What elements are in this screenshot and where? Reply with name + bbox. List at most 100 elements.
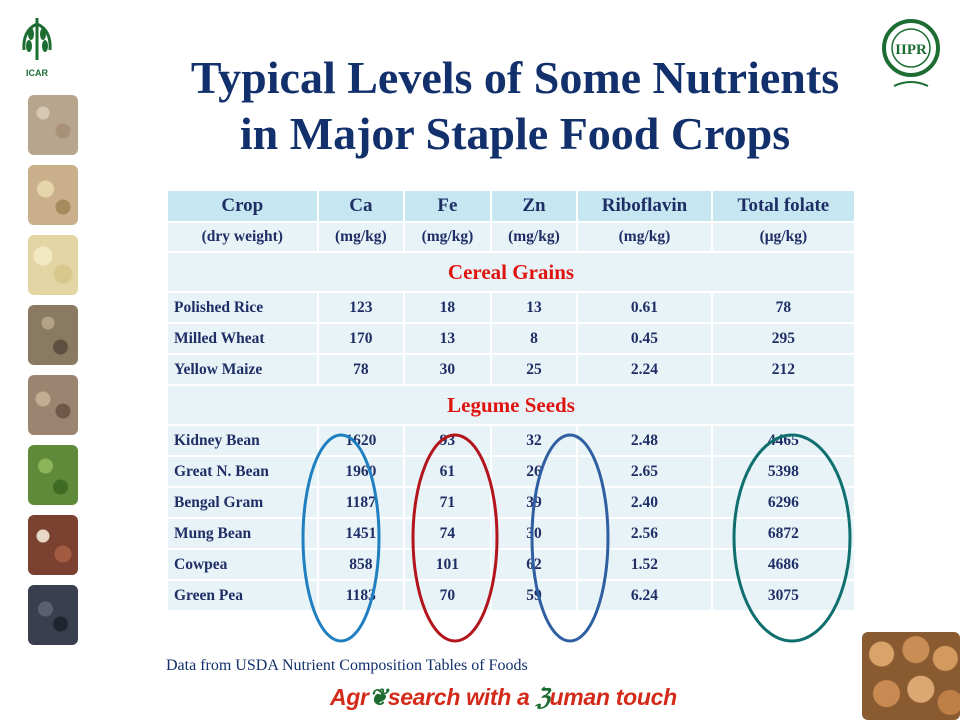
value-total-folate: 4465 — [712, 426, 854, 455]
value-fe: 13 — [405, 324, 490, 353]
seed-image-4 — [28, 305, 78, 365]
value-zn: 39 — [491, 488, 577, 517]
unit-total-folate: (μg/kg) — [712, 223, 854, 251]
leaf-glyph-icon: ❦ — [368, 684, 388, 710]
value-riboflavin: 2.24 — [578, 355, 711, 384]
value-zn: 8 — [491, 324, 577, 353]
value-riboflavin: 2.48 — [578, 426, 711, 455]
value-ca: 170 — [318, 324, 404, 353]
value-riboflavin: 2.56 — [578, 519, 711, 548]
value-ca: 1451 — [318, 519, 404, 548]
value-riboflavin: 0.45 — [578, 324, 711, 353]
slide-title-line-1: Typical Levels of Some Nutrients — [190, 52, 840, 103]
seed-image-8 — [28, 585, 78, 645]
crop-name: Polished Rice — [168, 293, 317, 322]
section-label-legume: Legume Seeds — [168, 386, 854, 424]
value-riboflavin: 2.40 — [578, 488, 711, 517]
value-total-folate: 4686 — [712, 550, 854, 579]
seed-image-5 — [28, 375, 78, 435]
value-riboflavin: 2.65 — [578, 457, 711, 486]
section-label-cereal: Cereal Grains — [168, 253, 854, 291]
slide-title: Typical Levels of Some Nutrients in Majo… — [150, 50, 880, 162]
tagline-part-3: uman touch — [549, 684, 678, 710]
value-zn: 26 — [491, 457, 577, 486]
value-zn: 59 — [491, 581, 577, 610]
value-total-folate: 3075 — [712, 581, 854, 610]
header-fe: Fe — [405, 191, 490, 221]
table-row: Great N. Bean 1960 61 26 2.65 5398 — [168, 457, 854, 486]
table-row: Cowpea 858 101 62 1.52 4686 — [168, 550, 854, 579]
value-fe: 30 — [405, 355, 490, 384]
header-total-folate: Total folate — [712, 191, 854, 221]
value-total-folate: 78 — [712, 293, 854, 322]
value-fe: 61 — [405, 457, 490, 486]
value-ca: 1183 — [318, 581, 404, 610]
value-total-folate: 295 — [712, 324, 854, 353]
value-fe: 93 — [405, 426, 490, 455]
unit-fe: (mg/kg) — [405, 223, 490, 251]
source-note: Data from USDA Nutrient Composition Tabl… — [166, 657, 528, 674]
value-zn: 25 — [491, 355, 577, 384]
value-zn: 62 — [491, 550, 577, 579]
value-zn: 32 — [491, 426, 577, 455]
iipr-logo-center-text: IIPR — [895, 42, 927, 58]
unit-riboflavin: (mg/kg) — [578, 223, 711, 251]
value-ca: 1960 — [318, 457, 404, 486]
crop-name: Bengal Gram — [168, 488, 317, 517]
table-row: Yellow Maize 78 30 25 2.24 212 — [168, 355, 854, 384]
value-total-folate: 6872 — [712, 519, 854, 548]
value-riboflavin: 0.61 — [578, 293, 711, 322]
chickpea-photo — [862, 632, 960, 720]
unit-ca: (mg/kg) — [318, 223, 404, 251]
value-riboflavin: 1.52 — [578, 550, 711, 579]
crop-name: Green Pea — [168, 581, 317, 610]
value-zn: 30 — [491, 519, 577, 548]
table-row: Green Pea 1183 70 59 6.24 3075 — [168, 581, 854, 610]
seed-image-strip — [28, 95, 78, 700]
header-riboflavin: Riboflavin — [578, 191, 711, 221]
value-total-folate: 6296 — [712, 488, 854, 517]
table-header-row: Crop Ca Fe Zn Riboflavin Total folate — [168, 191, 854, 221]
value-total-folate: 5398 — [712, 457, 854, 486]
value-zn: 13 — [491, 293, 577, 322]
slide-title-line-2: in Major Staple Food Crops — [239, 108, 791, 159]
crop-name: Kidney Bean — [168, 426, 317, 455]
value-fe: 101 — [405, 550, 490, 579]
crop-name: Milled Wheat — [168, 324, 317, 353]
tagline-part-2: search with a — [387, 684, 536, 710]
table-row: Bengal Gram 1187 71 39 2.40 6296 — [168, 488, 854, 517]
unit-zn: (mg/kg) — [491, 223, 577, 251]
value-riboflavin: 6.24 — [578, 581, 711, 610]
value-ca: 123 — [318, 293, 404, 322]
value-ca: 1620 — [318, 426, 404, 455]
seed-image-6 — [28, 445, 78, 505]
seed-image-7 — [28, 515, 78, 575]
header-crop: Crop — [168, 191, 317, 221]
value-ca: 858 — [318, 550, 404, 579]
section-row-legume: Legume Seeds — [168, 386, 854, 424]
table-row: Mung Bean 1451 74 30 2.56 6872 — [168, 519, 854, 548]
crop-name: Cowpea — [168, 550, 317, 579]
crop-name: Great N. Bean — [168, 457, 317, 486]
crop-name: Yellow Maize — [168, 355, 317, 384]
tagline: Agr❦search with a ℨuman touch — [330, 684, 677, 711]
human-glyph-icon: ℨ — [535, 684, 550, 710]
icar-logo-caption: ICAR — [26, 68, 48, 78]
value-total-folate: 212 — [712, 355, 854, 384]
seed-image-2 — [28, 165, 78, 225]
unit-crop: (dry weight) — [168, 223, 317, 251]
seed-image-3 — [28, 235, 78, 295]
section-row-cereal: Cereal Grains — [168, 253, 854, 291]
header-ca: Ca — [318, 191, 404, 221]
icar-logo: ICAR — [22, 18, 52, 78]
value-ca: 1187 — [318, 488, 404, 517]
header-zn: Zn — [491, 191, 577, 221]
table-row: Kidney Bean 1620 93 32 2.48 4465 — [168, 426, 854, 455]
seed-image-1 — [28, 95, 78, 155]
crop-name: Mung Bean — [168, 519, 317, 548]
value-fe: 70 — [405, 581, 490, 610]
tagline-part-1: Agr — [330, 684, 369, 710]
table-units-row: (dry weight) (mg/kg) (mg/kg) (mg/kg) (mg… — [168, 223, 854, 251]
iipr-logo: IIPR — [882, 19, 940, 87]
value-ca: 78 — [318, 355, 404, 384]
